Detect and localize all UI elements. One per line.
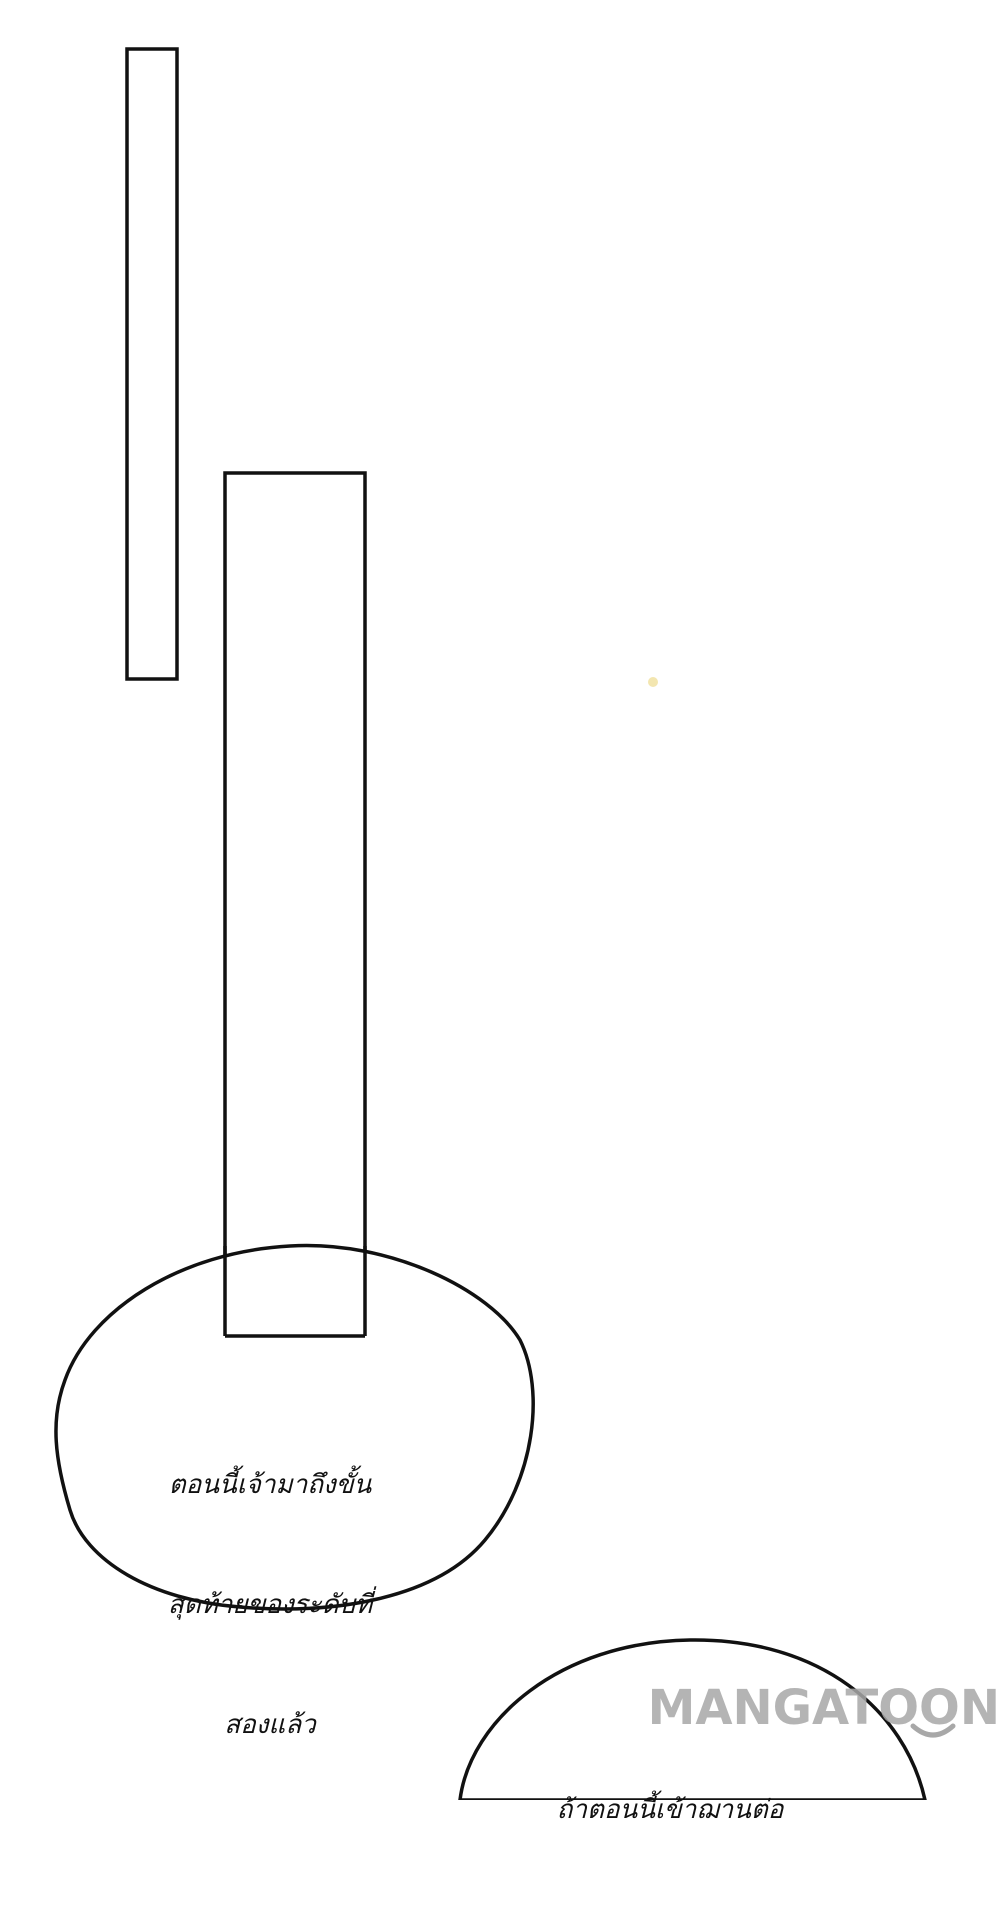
- mangatoon-watermark: MANGATOON: [647, 1680, 1000, 1736]
- speech-bubble-1: [54, 1243, 535, 1611]
- frame-middle-tall: [223, 471, 367, 1338]
- speech-bubble-1-line-3: สองแล้ว: [224, 1710, 316, 1740]
- frame-left-narrow: [125, 47, 179, 681]
- speech-bubble-1-text: ตอนนี้เจ้ามาถึงขั้น สุดท้ายของระดับที่ ส…: [150, 1385, 390, 1825]
- speech-bubble-2-text: ถ้าตอนนี้เข้าฌานต่อ: [520, 1710, 820, 1910]
- speech-bubble-1-line-2: สุดท้ายของระดับที่: [167, 1590, 373, 1620]
- watermark-smile-icon: [910, 1723, 956, 1738]
- speech-bubble-2: [458, 1638, 927, 1800]
- speech-bubble-2-line-1: ถ้าตอนนี้เข้าฌานต่อ: [556, 1795, 784, 1825]
- faint-dot: [648, 677, 658, 687]
- speech-bubble-1-line-1: ตอนนี้เจ้ามาถึงขั้น: [168, 1470, 372, 1500]
- comic-artwork: [54, 47, 927, 1800]
- comic-page: ตอนนี้เจ้ามาถึงขั้น สุดท้ายของระดับที่ ส…: [54, 47, 1000, 1825]
